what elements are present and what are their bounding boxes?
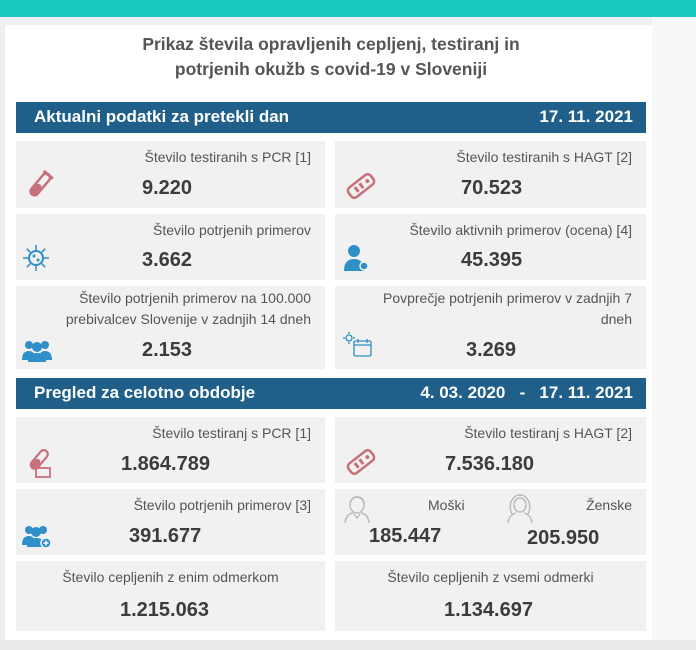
daily-per100k-card: Število potrjenih primerov na 100.000 pr… — [16, 286, 325, 369]
antigen-test-icon — [346, 173, 376, 199]
daily-confirmed-label: Število potrjenih primerov — [153, 222, 311, 238]
page-title: Prikaz števila opravljenih cepljenj, tes… — [142, 34, 520, 79]
total-header-date-range: 4. 03. 2020 - 17. 11. 2021 — [420, 383, 633, 402]
vacc-all-label: Število cepljenih z vsemi odmerki — [387, 569, 594, 585]
test-tube-icon — [29, 169, 54, 197]
daily-pcr-card: Število testiranih s PCR [1] 9.220 — [16, 141, 325, 208]
vacc-one-label: Število cepljenih z enim odmerkom — [62, 569, 279, 585]
daily-avg7-card: Povprečje potrjenih primerov v zadnjih 7… — [335, 286, 646, 369]
vacc-all-value: 1.134.697 — [444, 599, 533, 621]
male-value: 185.447 — [369, 525, 442, 547]
daily-hagt-value: 70.523 — [461, 177, 523, 199]
total-hagt-value: 7.536.180 — [445, 453, 534, 475]
female-value: 205.950 — [527, 527, 600, 549]
daily-header-date: 17. 11. 2021 — [539, 107, 633, 126]
male-label: Moški — [428, 497, 465, 513]
total-pcr-value: 1.864.789 — [121, 453, 210, 475]
bottom-border — [0, 640, 696, 650]
daily-header-title: Aktualni podatki za pretekli dan — [34, 107, 290, 126]
calendar-icon — [343, 332, 372, 357]
male-icon — [344, 496, 370, 524]
daily-per100k-label: Število potrjenih primerov na 100.000 pr… — [65, 290, 311, 327]
daily-active-label: Število aktivnih primerov (ocena) [4] — [409, 222, 632, 238]
top-accent-bar — [0, 0, 696, 17]
antigen-test-icon — [346, 449, 376, 475]
total-confirmed-card: Število potrjenih primerov [3] 391.677 — [16, 489, 325, 555]
daily-hagt-card: Število testiranih s HAGT [2] 70.523 — [335, 141, 646, 208]
daily-hagt-label: Število testiranih s HAGT [2] — [456, 149, 632, 165]
daily-per100k-value: 2.153 — [142, 339, 193, 361]
female-icon — [507, 494, 533, 524]
daily-avg7-value: 3.269 — [466, 339, 517, 361]
total-hagt-label: Število testiranj s HAGT [2] — [464, 425, 632, 441]
total-vacc-one-card: Število cepljenih z enim odmerkom 1.215.… — [16, 561, 325, 631]
group-icon — [22, 526, 52, 549]
group-icon — [22, 341, 52, 362]
vacc-one-value: 1.215.063 — [120, 599, 209, 621]
total-hagt-card: Število testiranj s HAGT [2] 7.536.180 — [335, 417, 646, 483]
total-header-title: Pregled za celotno obdobje — [34, 383, 256, 402]
right-gutter — [652, 17, 696, 650]
total-gender-card: Moški 185.447 Ženske 205.950 — [335, 489, 646, 555]
total-confirmed-label: Število potrjenih primerov [3] — [133, 497, 311, 513]
total-pcr-label: Število testiranj s PCR [1] — [152, 425, 311, 441]
daily-active-card: Število aktivnih primerov (ocena) [4] 45… — [335, 214, 646, 280]
daily-confirmed-card: Število potrjenih primerov 3.662 — [16, 214, 325, 280]
daily-confirmed-value: 3.662 — [142, 249, 193, 271]
total-vacc-all-card: Število cepljenih z vsemi odmerki 1.134.… — [335, 561, 646, 631]
daily-section-header: Aktualni podatki za pretekli dan 17. 11.… — [16, 102, 646, 133]
virus-icon — [23, 245, 49, 271]
total-confirmed-value: 391.677 — [129, 525, 202, 547]
daily-active-value: 45.395 — [461, 249, 523, 271]
total-section-header: Pregled za celotno obdobje 4. 03. 2020 -… — [16, 378, 646, 409]
person-icon — [344, 245, 369, 271]
female-label: Ženske — [586, 497, 632, 513]
daily-avg7-label: Povprečje potrjenih primerov v zadnjih 7… — [382, 290, 632, 327]
test-tube-icon — [29, 449, 51, 478]
daily-pcr-value: 9.220 — [142, 177, 193, 199]
daily-pcr-label: Število testiranih s PCR [1] — [144, 149, 311, 165]
total-pcr-card: Število testiranj s PCR [1] 1.864.789 — [16, 417, 325, 483]
